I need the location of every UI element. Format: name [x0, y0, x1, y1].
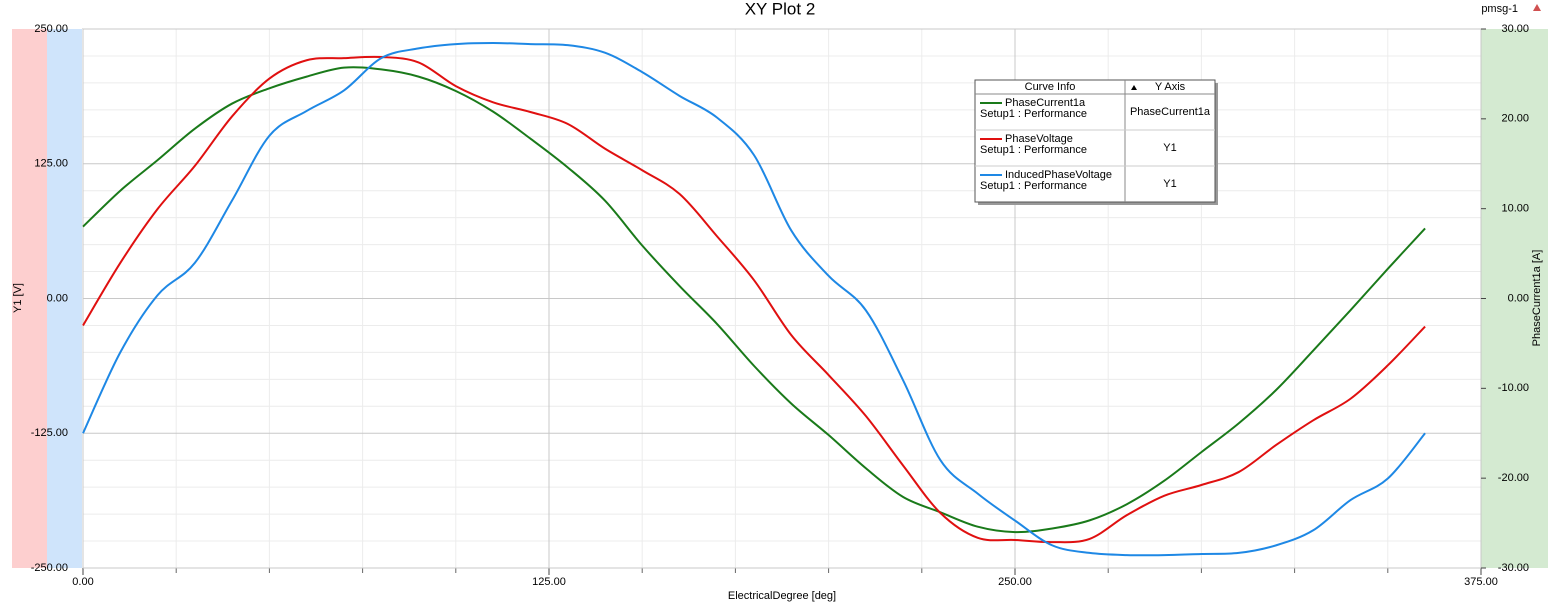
sort-icon	[1131, 85, 1137, 90]
y2-tick-label: -30.00	[1498, 562, 1529, 574]
y-tick-label: 0.00	[47, 292, 68, 304]
y2-axis-band	[1481, 29, 1548, 568]
y2-tick-label: 0.00	[1508, 292, 1529, 304]
legend-axis: Y1	[1163, 178, 1176, 190]
series-line	[82, 55, 1426, 544]
y2-tick-label: 30.00	[1501, 23, 1529, 35]
y2-tick-label: 20.00	[1501, 113, 1529, 125]
design-name: pmsg-1	[1481, 3, 1518, 15]
series-line	[82, 66, 1426, 534]
y2-tick-label: -10.00	[1498, 382, 1529, 394]
y-tick-label: 125.00	[34, 158, 68, 170]
series-line	[82, 42, 1426, 557]
y2-axis-label: PhaseCurrent1a [A]	[1531, 250, 1543, 347]
y-tick-label: 250.00	[34, 23, 68, 35]
y-axis-band	[47, 29, 82, 568]
x-tick-label: 375.00	[1464, 576, 1498, 588]
y-tick-label: -125.00	[31, 427, 68, 439]
legend-axis: PhaseCurrent1a	[1130, 106, 1211, 118]
y-axis-band	[12, 29, 47, 568]
legend-header: Curve Info	[1025, 81, 1076, 93]
y2-tick-label: -20.00	[1498, 472, 1529, 484]
x-tick-label: 250.00	[998, 576, 1032, 588]
legend-source: Setup1 : Performance	[980, 108, 1087, 120]
legend-entry: InducedPhaseVoltage	[1005, 169, 1112, 181]
warning-icon	[1533, 4, 1541, 11]
chart-title: XY Plot 2	[745, 0, 816, 18]
legend-header: Y Axis	[1155, 81, 1186, 93]
y-tick-label: -250.00	[31, 562, 68, 574]
legend	[974, 79, 1216, 203]
x-axis-label: ElectricalDegree [deg]	[728, 590, 836, 602]
x-tick-label: 125.00	[532, 576, 566, 588]
legend-entry: PhaseVoltage	[1005, 133, 1073, 145]
legend-axis: Y1	[1163, 142, 1176, 154]
y2-tick-label: 10.00	[1501, 203, 1529, 215]
y-axis-label: Y1 [V]	[12, 283, 24, 313]
legend-source: Setup1 : Performance	[980, 180, 1087, 192]
legend-entry: PhaseCurrent1a	[1005, 97, 1086, 109]
x-tick-label: 0.00	[72, 576, 93, 588]
legend-source: Setup1 : Performance	[980, 144, 1087, 156]
